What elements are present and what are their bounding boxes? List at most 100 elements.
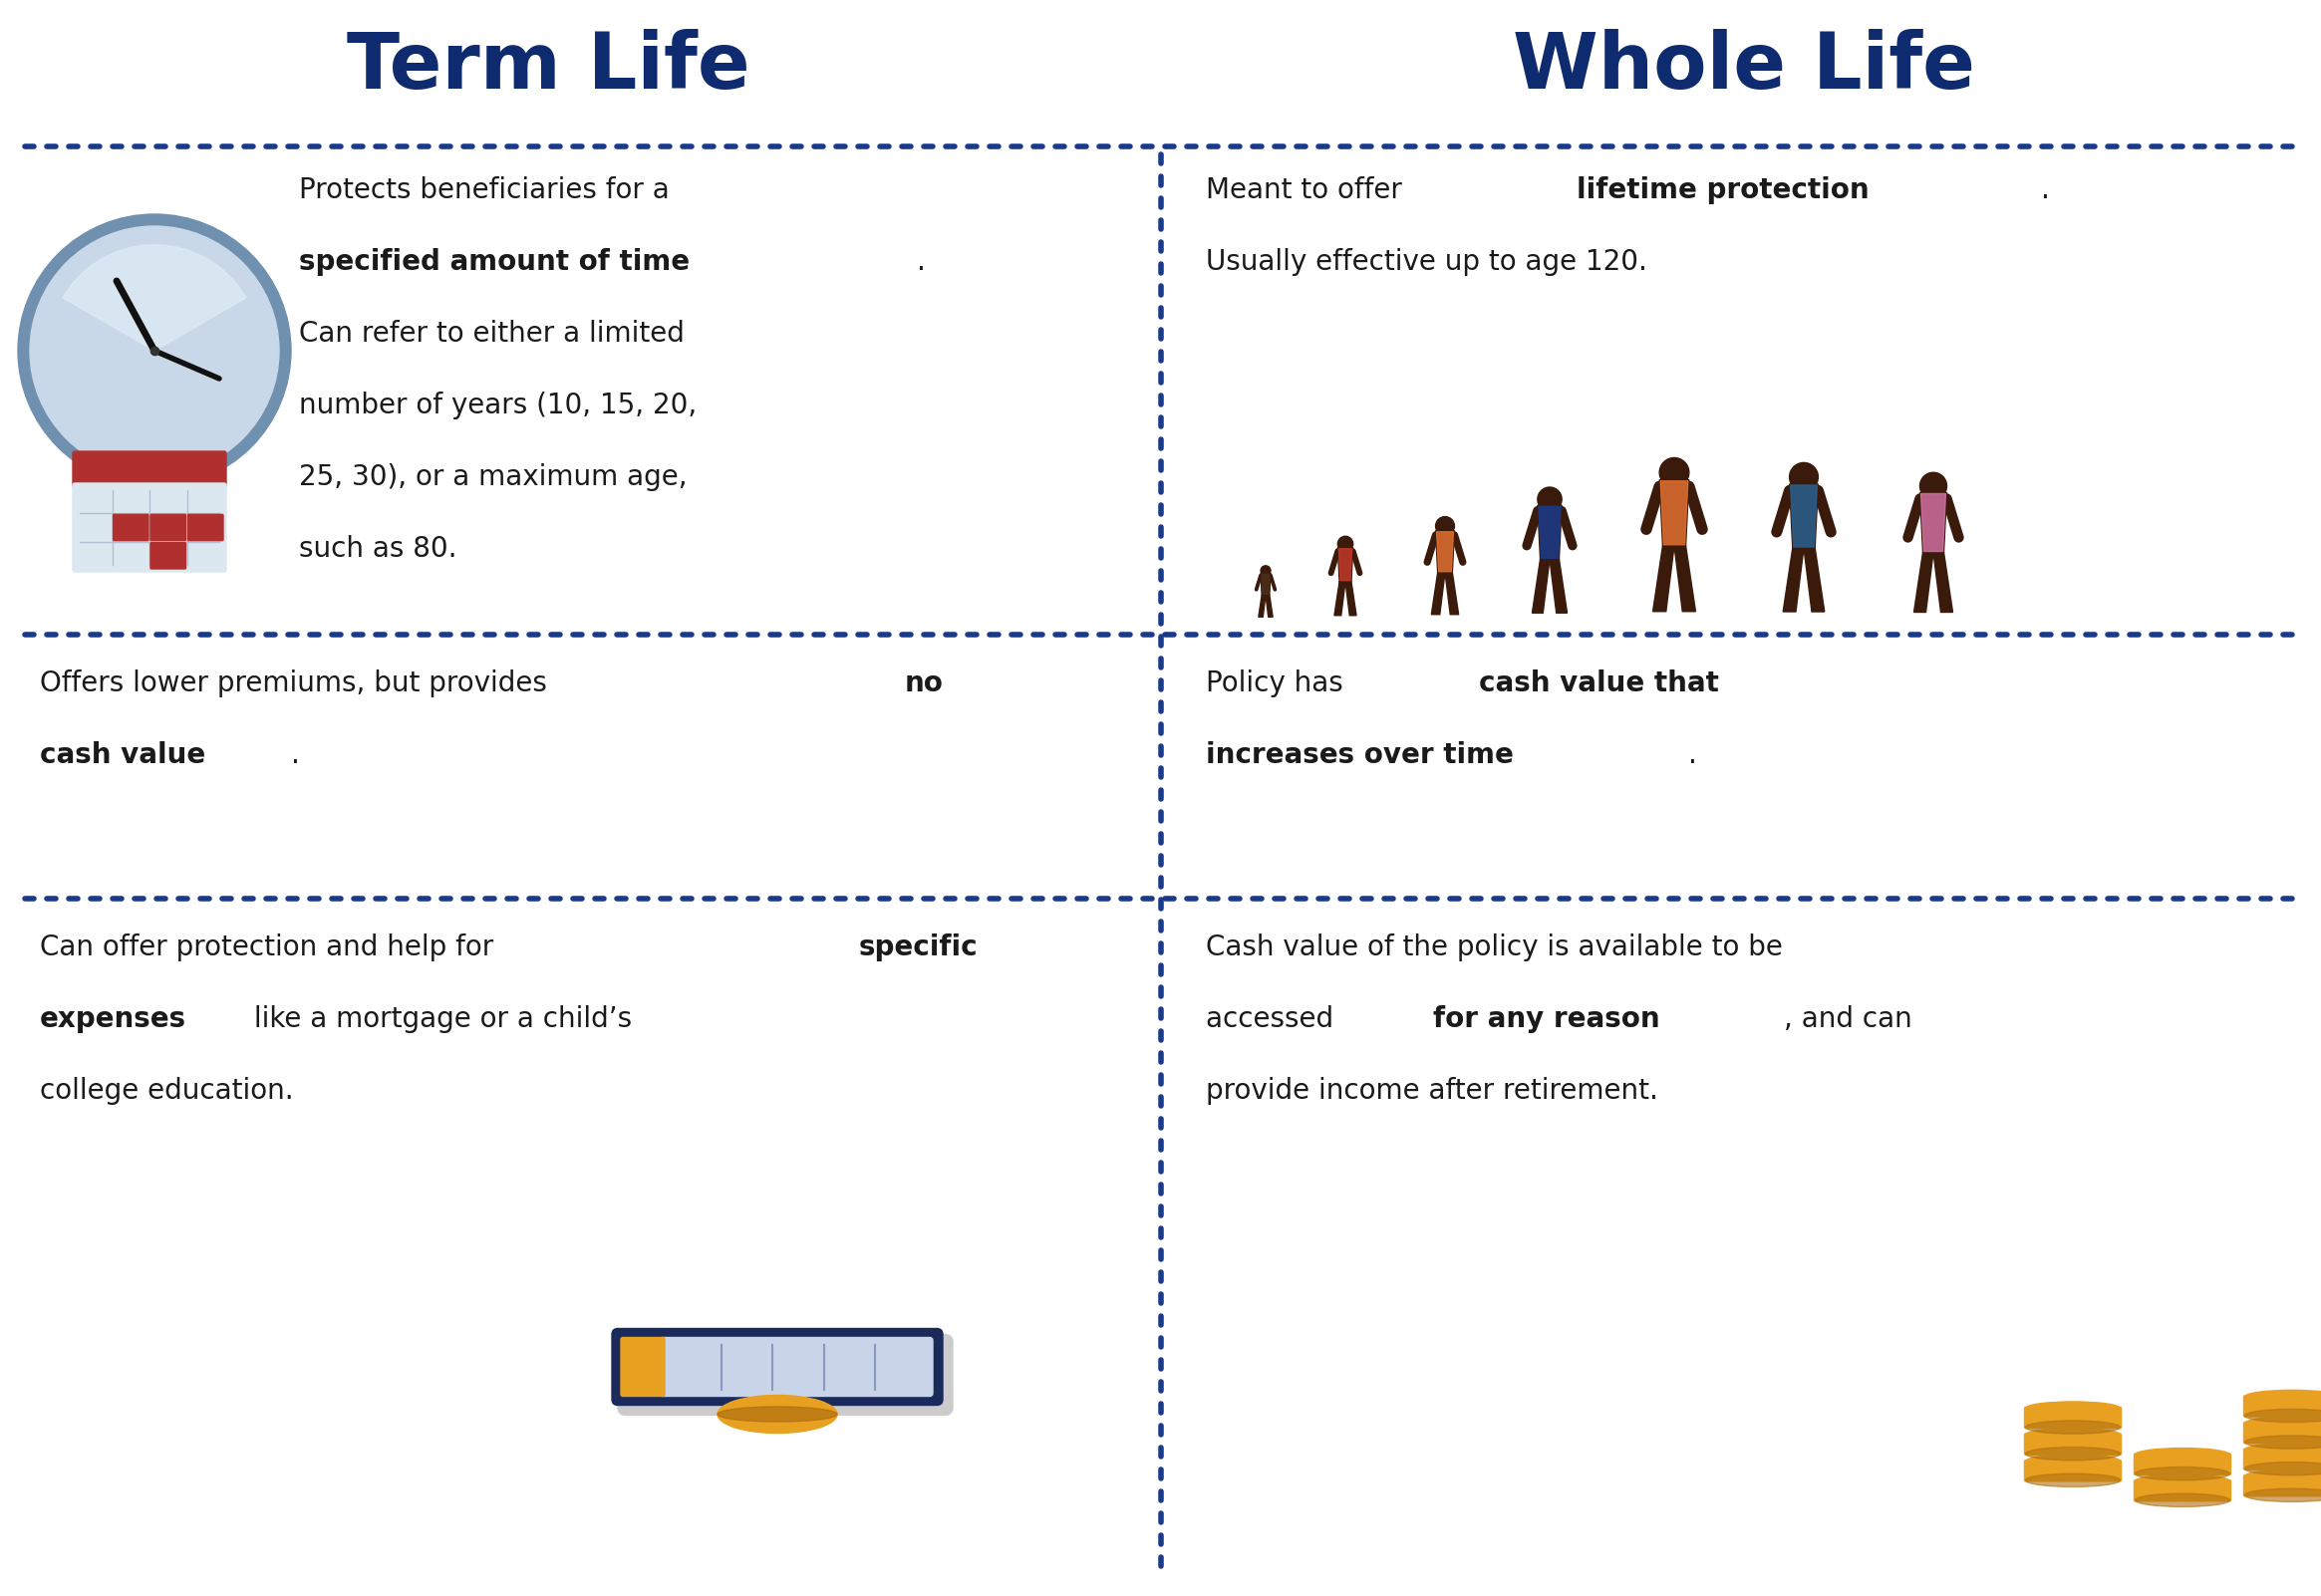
Polygon shape (1933, 552, 1952, 613)
Text: Cash value of the policy is available to be: Cash value of the policy is available to… (1207, 934, 1783, 961)
Text: specified amount of time: specified amount of time (299, 247, 689, 276)
Text: such as 80.: such as 80. (299, 535, 457, 563)
Circle shape (1537, 487, 1562, 511)
Text: cash value that: cash value that (1478, 669, 1720, 697)
Text: Can offer protection and help for: Can offer protection and help for (39, 934, 501, 961)
FancyBboxPatch shape (659, 1337, 933, 1396)
Ellipse shape (2244, 1489, 2321, 1502)
Ellipse shape (717, 1406, 838, 1422)
Text: Offers lower premiums, but provides: Offers lower premiums, but provides (39, 669, 555, 697)
FancyBboxPatch shape (151, 543, 186, 568)
Polygon shape (1539, 506, 1560, 559)
Polygon shape (1915, 552, 1933, 613)
Text: Whole Life: Whole Life (1513, 29, 1975, 105)
Polygon shape (1260, 573, 1270, 595)
Ellipse shape (2135, 1494, 2230, 1507)
Circle shape (1660, 458, 1690, 487)
Polygon shape (1532, 559, 1550, 613)
Circle shape (30, 227, 279, 476)
FancyBboxPatch shape (2024, 1408, 2121, 1428)
FancyBboxPatch shape (114, 514, 149, 541)
Text: Meant to offer: Meant to offer (1207, 176, 1411, 204)
FancyBboxPatch shape (2244, 1449, 2321, 1470)
Circle shape (1437, 517, 1455, 536)
Polygon shape (1673, 546, 1697, 611)
Ellipse shape (717, 1395, 838, 1433)
Ellipse shape (2244, 1470, 2321, 1483)
Circle shape (19, 214, 290, 487)
Ellipse shape (2244, 1417, 2321, 1430)
Text: specific: specific (859, 934, 977, 961)
Ellipse shape (2026, 1448, 2119, 1460)
Polygon shape (1337, 547, 1353, 581)
Ellipse shape (2135, 1475, 2230, 1487)
Text: expenses: expenses (39, 1005, 186, 1033)
Text: Policy has: Policy has (1207, 669, 1351, 697)
Polygon shape (1919, 493, 1947, 552)
Text: 25, 30), or a maximum age,: 25, 30), or a maximum age, (299, 463, 687, 492)
FancyBboxPatch shape (72, 452, 225, 487)
Text: Usually effective up to age 120.: Usually effective up to age 120. (1207, 247, 1648, 276)
Ellipse shape (2244, 1462, 2321, 1475)
Text: Term Life: Term Life (346, 29, 750, 105)
Text: for any reason: for any reason (1432, 1005, 1660, 1033)
Text: lifetime protection: lifetime protection (1576, 176, 1868, 204)
Polygon shape (1346, 581, 1355, 616)
Circle shape (1337, 536, 1353, 552)
FancyBboxPatch shape (620, 1337, 664, 1396)
Polygon shape (1789, 484, 1817, 547)
Polygon shape (1446, 573, 1458, 614)
Polygon shape (1335, 581, 1346, 616)
FancyBboxPatch shape (617, 1334, 952, 1416)
Text: .: . (1687, 741, 1697, 769)
Polygon shape (1783, 547, 1803, 611)
Polygon shape (1437, 531, 1453, 571)
Text: college education.: college education. (39, 1077, 295, 1104)
FancyBboxPatch shape (2024, 1460, 2121, 1481)
Polygon shape (1922, 493, 1945, 552)
Circle shape (1789, 463, 1817, 492)
Wedge shape (63, 244, 246, 351)
Polygon shape (1653, 546, 1673, 611)
Polygon shape (1265, 595, 1272, 618)
Ellipse shape (2135, 1467, 2230, 1479)
Polygon shape (1339, 549, 1353, 581)
FancyBboxPatch shape (72, 484, 225, 571)
Ellipse shape (2244, 1443, 2321, 1457)
Polygon shape (1258, 595, 1265, 618)
Ellipse shape (2026, 1473, 2119, 1487)
Polygon shape (1803, 547, 1824, 611)
FancyBboxPatch shape (2244, 1422, 2321, 1443)
FancyBboxPatch shape (613, 1328, 942, 1404)
Text: , and can: , and can (1785, 1005, 1913, 1033)
Text: .: . (917, 247, 926, 276)
Text: cash value: cash value (39, 741, 207, 769)
Text: Can refer to either a limited: Can refer to either a limited (299, 319, 685, 348)
Ellipse shape (2244, 1390, 2321, 1403)
FancyBboxPatch shape (2244, 1475, 2321, 1495)
Text: increases over time: increases over time (1207, 741, 1513, 769)
Ellipse shape (2135, 1448, 2230, 1462)
Polygon shape (1660, 480, 1687, 544)
Text: number of years (10, 15, 20,: number of years (10, 15, 20, (299, 391, 696, 420)
Ellipse shape (2026, 1401, 2119, 1416)
Polygon shape (1432, 573, 1446, 614)
Circle shape (1919, 472, 1947, 500)
Circle shape (1260, 565, 1270, 576)
Ellipse shape (2244, 1435, 2321, 1449)
Polygon shape (1660, 480, 1690, 546)
Text: no: no (905, 669, 945, 697)
Ellipse shape (2026, 1420, 2119, 1433)
FancyBboxPatch shape (2133, 1454, 2230, 1475)
Text: .: . (290, 741, 299, 769)
Text: Protects beneficiaries for a: Protects beneficiaries for a (299, 176, 668, 204)
FancyBboxPatch shape (151, 514, 186, 541)
FancyBboxPatch shape (2244, 1396, 2321, 1417)
Text: like a mortgage or a child’s: like a mortgage or a child’s (246, 1005, 631, 1033)
Ellipse shape (2244, 1409, 2321, 1422)
Ellipse shape (2026, 1428, 2119, 1441)
Text: .: . (2040, 176, 2049, 204)
Text: provide income after retirement.: provide income after retirement. (1207, 1077, 1657, 1104)
FancyBboxPatch shape (2133, 1479, 2230, 1502)
Ellipse shape (2026, 1454, 2119, 1468)
